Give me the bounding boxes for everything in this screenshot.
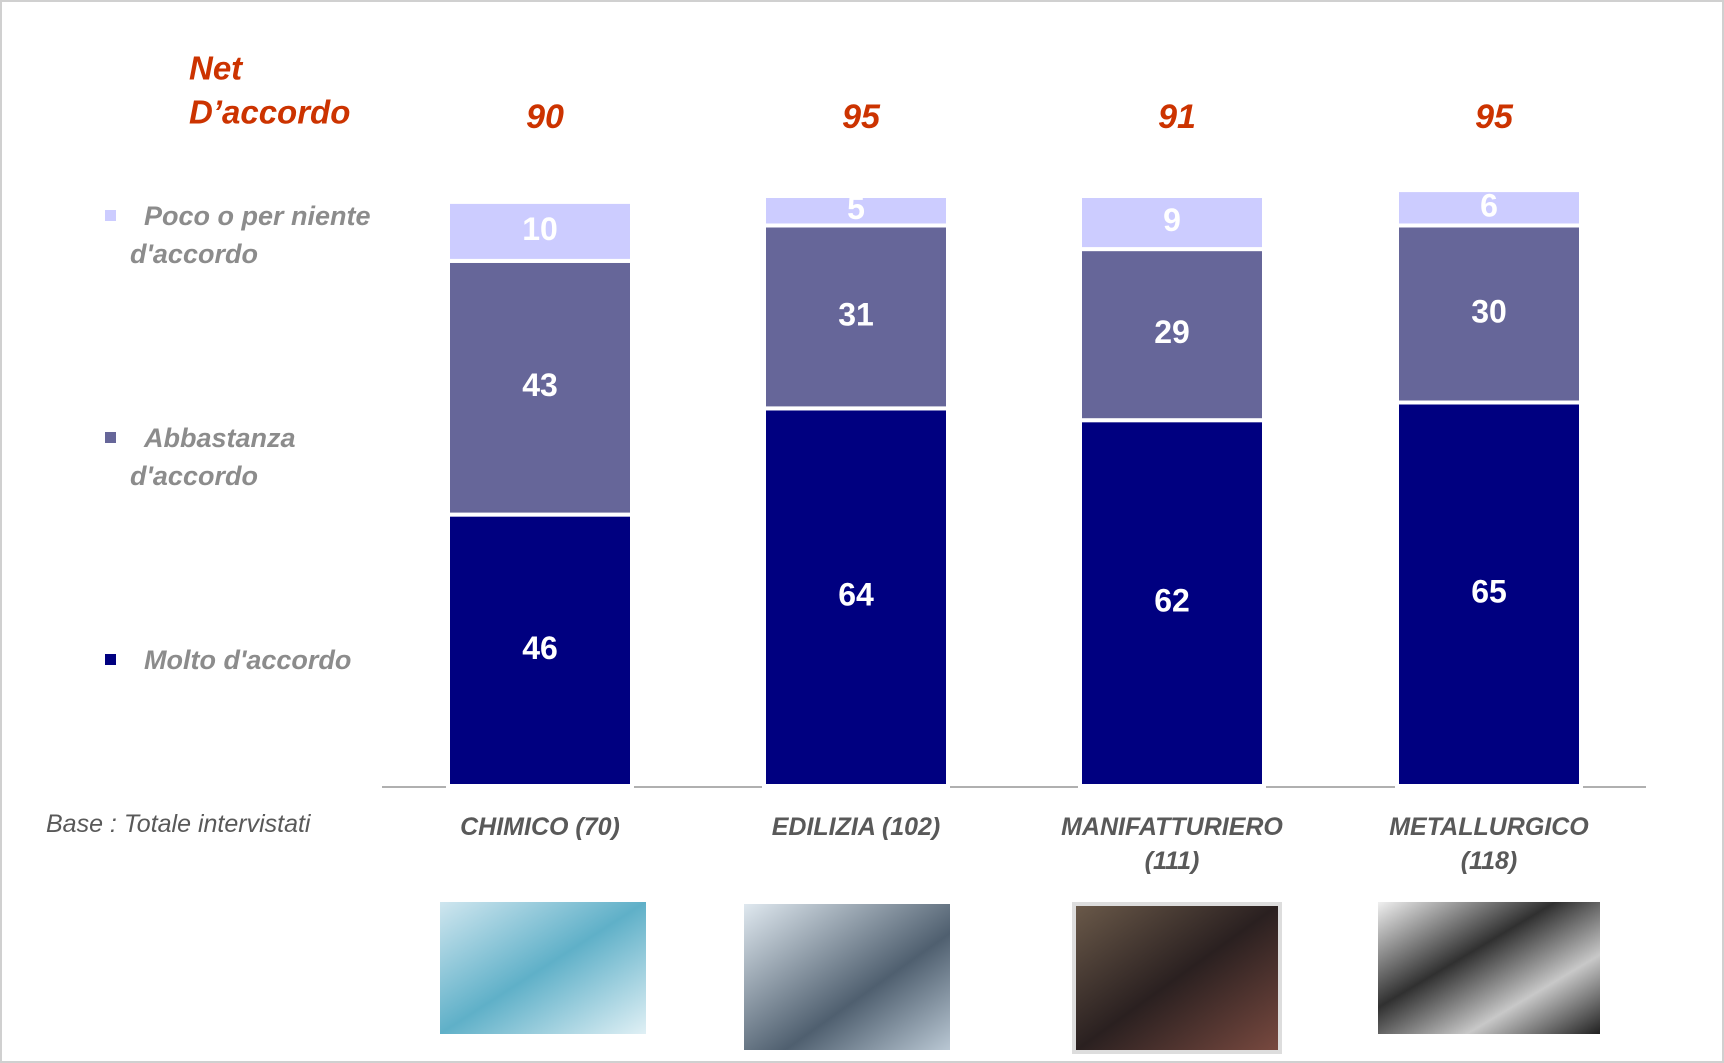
bar-segment bbox=[762, 194, 950, 228]
legend-label: Poco o per niente d'accordo bbox=[130, 201, 371, 269]
net-value: 95 bbox=[1475, 98, 1514, 136]
image-chimico bbox=[440, 902, 646, 1034]
value-label: 5 bbox=[847, 190, 865, 226]
image-metallurgico bbox=[1378, 902, 1600, 1034]
bar-segment bbox=[446, 512, 634, 788]
value-label: 65 bbox=[1471, 574, 1507, 610]
value-label: 9 bbox=[1163, 202, 1181, 238]
category-label: CHIMICO (70) bbox=[460, 813, 620, 841]
value-label: 30 bbox=[1471, 293, 1507, 329]
bar-segment bbox=[1078, 194, 1266, 252]
category-label: EDILIZIA (102) bbox=[771, 813, 941, 841]
image-manifatturiero bbox=[1072, 902, 1282, 1054]
bar-segment bbox=[762, 223, 950, 411]
legend-marker bbox=[105, 210, 116, 221]
value-label: 64 bbox=[838, 577, 874, 613]
net-value: 95 bbox=[842, 98, 881, 136]
base-note: Base : Totale intervistati bbox=[46, 810, 311, 838]
bar-segment bbox=[446, 199, 634, 263]
bar-segment bbox=[1395, 400, 1583, 788]
value-label: 43 bbox=[522, 367, 558, 403]
value-label: 6 bbox=[1480, 187, 1498, 223]
value-label: 29 bbox=[1154, 314, 1190, 350]
net-value: 91 bbox=[1158, 98, 1196, 136]
value-label: 10 bbox=[522, 211, 558, 247]
bar-segment bbox=[1395, 188, 1583, 228]
legend-label: Abbastanza d'accordo bbox=[130, 423, 296, 491]
net-label: D’accordo bbox=[189, 94, 350, 131]
legend-marker bbox=[105, 432, 116, 443]
net-value: 90 bbox=[526, 98, 564, 136]
category-label: MANIFATTURIERO (111) bbox=[1061, 813, 1283, 875]
bar-segment bbox=[1078, 418, 1266, 788]
legend-marker bbox=[105, 654, 116, 665]
category-label: METALLURGICO (118) bbox=[1389, 813, 1589, 875]
bar-segment bbox=[446, 258, 634, 517]
image-edilizia bbox=[744, 904, 950, 1050]
value-label: 62 bbox=[1154, 583, 1190, 619]
net-label: Net bbox=[189, 50, 244, 87]
value-label: 46 bbox=[522, 630, 558, 666]
legend-label: Molto d'accordo bbox=[144, 645, 352, 675]
value-label: 31 bbox=[838, 296, 874, 332]
bar-segment bbox=[762, 406, 950, 788]
